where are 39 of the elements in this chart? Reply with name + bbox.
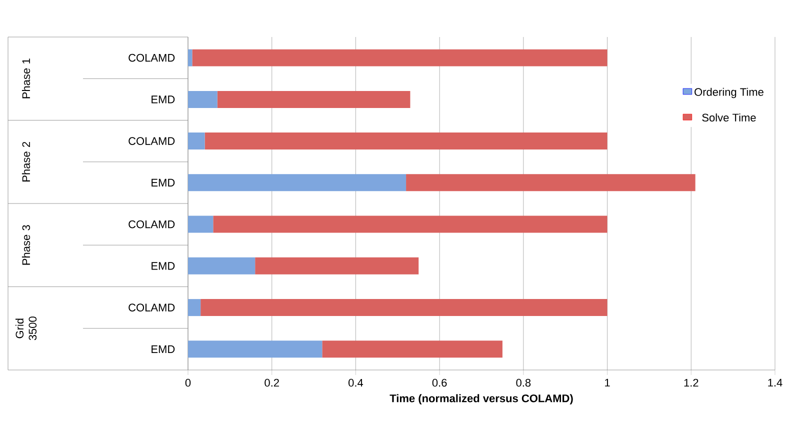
bar — [217, 90, 410, 108]
x-axis-title: Time (normalized versus COLAMD) — [390, 394, 573, 404]
y-tick-label: COLAMD — [128, 54, 175, 62]
bar — [213, 216, 608, 233]
text: Grid 3500 — [15, 316, 37, 340]
text: Phase 1 — [22, 58, 30, 98]
bar — [188, 49, 192, 66]
y-tick-label: EMD — [152, 96, 175, 104]
text: Phase 3 — [22, 225, 30, 265]
y-tick-label: EMD — [152, 178, 175, 186]
bar — [188, 132, 205, 150]
bar — [406, 174, 696, 192]
bar — [204, 132, 608, 150]
bar — [200, 299, 608, 316]
x-tick-label: 0.2 — [264, 378, 279, 387]
x-tick-label: 1.4 — [768, 378, 782, 386]
bar — [322, 340, 502, 358]
bar — [188, 257, 256, 274]
y-tick-label: COLAMD — [128, 304, 175, 312]
y-tick-label: EMD — [152, 262, 175, 270]
bar — [188, 90, 218, 108]
x-tick-label: 0.8 — [516, 378, 531, 387]
bar — [188, 299, 201, 316]
bar — [188, 174, 406, 192]
bar — [188, 216, 214, 233]
x-tick-label: 1.2 — [684, 378, 698, 387]
text: Phase 2 — [22, 142, 30, 182]
bar — [188, 340, 322, 358]
y-tick-label: COLAMD — [128, 137, 175, 145]
bar — [255, 257, 419, 274]
y-tick-label: COLAMD — [128, 220, 175, 228]
bar — [192, 49, 608, 66]
x-tick-label: 0.6 — [432, 378, 447, 387]
x-tick-label: 0.4 — [348, 378, 364, 387]
y-tick-label: EMD — [152, 345, 175, 353]
x-tick-label: 1 — [605, 378, 610, 386]
legend-label: Solve Time — [702, 113, 756, 122]
x-tick-label: 0 — [185, 378, 191, 387]
legend-label: Ordering Time — [694, 88, 764, 98]
